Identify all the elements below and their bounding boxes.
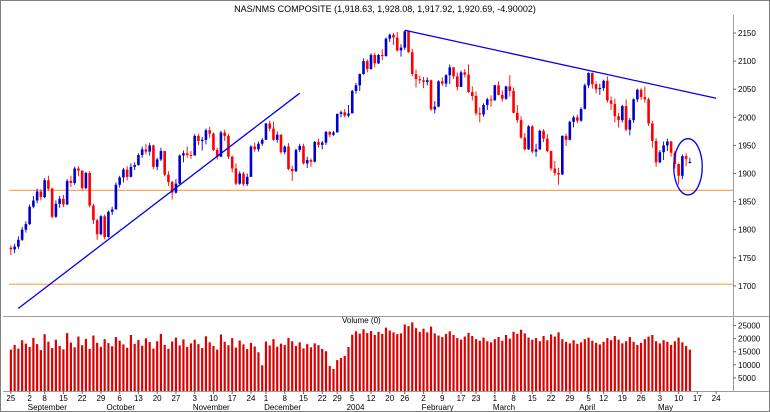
svg-text:2150: 2150: [738, 29, 756, 38]
svg-text:3: 3: [658, 394, 663, 403]
svg-text:2004: 2004: [347, 403, 365, 412]
svg-text:2: 2: [421, 394, 426, 403]
svg-text:2050: 2050: [738, 85, 756, 94]
svg-text:29: 29: [96, 394, 105, 403]
month-labels: September October November December 2004 Febr…: [28, 403, 673, 412]
svg-text:8: 8: [511, 394, 516, 403]
svg-text:1800: 1800: [738, 226, 756, 235]
svg-text:20000: 20000: [738, 335, 761, 344]
svg-text:8: 8: [282, 394, 287, 403]
svg-text:March: March: [493, 403, 515, 412]
svg-text:29: 29: [333, 394, 342, 403]
support-lines[interactable]: [9, 189, 733, 285]
candlestick-series: [9, 30, 692, 255]
highlight-ellipse[interactable]: [673, 138, 703, 196]
svg-text:17: 17: [457, 394, 466, 403]
svg-text:15: 15: [299, 394, 308, 403]
svg-text:12: 12: [367, 394, 376, 403]
svg-text:20: 20: [385, 394, 394, 403]
volume-series: [9, 322, 691, 391]
svg-text:25000: 25000: [738, 322, 761, 331]
svg-text:2000: 2000: [738, 113, 756, 122]
svg-text:May: May: [658, 403, 673, 412]
svg-text:6: 6: [117, 394, 122, 403]
svg-text:24: 24: [712, 394, 721, 403]
svg-text:10: 10: [674, 394, 683, 403]
svg-text:December: December: [264, 403, 301, 412]
svg-text:27: 27: [171, 394, 180, 403]
svg-text:17: 17: [693, 394, 702, 403]
svg-text:29: 29: [565, 394, 574, 403]
svg-text:1: 1: [264, 394, 269, 403]
svg-text:9: 9: [440, 394, 445, 403]
svg-text:22: 22: [318, 394, 327, 403]
volume-axis-labels: 25000 20000 15000 10000 5000: [733, 322, 761, 383]
volume-pane-label: Volume (0): [342, 316, 381, 325]
svg-text:1850: 1850: [738, 198, 756, 207]
svg-text:13: 13: [134, 394, 143, 403]
svg-text:September: September: [28, 403, 67, 412]
svg-text:1750: 1750: [738, 254, 756, 263]
svg-text:April: April: [579, 403, 595, 412]
svg-text:1: 1: [493, 394, 498, 403]
svg-text:15000: 15000: [738, 348, 761, 357]
date-tick-labels: 25 2 8 15 22 29 6 13 20 27 3 10 17 24 1 8 15 22 29 5 12 20 26 2…: [6, 391, 721, 403]
svg-text:24: 24: [247, 394, 256, 403]
svg-text:2100: 2100: [738, 57, 756, 66]
svg-text:5: 5: [586, 394, 591, 403]
downtrend-line[interactable]: [404, 29, 717, 99]
svg-text:November: November: [193, 403, 230, 412]
svg-text:1900: 1900: [738, 170, 756, 179]
svg-text:1700: 1700: [738, 282, 756, 291]
svg-text:25: 25: [6, 394, 15, 403]
uptrend-line[interactable]: [17, 92, 301, 309]
svg-text:October: October: [107, 403, 136, 412]
svg-text:10000: 10000: [738, 361, 761, 370]
svg-text:8: 8: [42, 394, 47, 403]
svg-text:5000: 5000: [738, 374, 756, 383]
svg-text:20: 20: [153, 394, 162, 403]
svg-text:10: 10: [209, 394, 218, 403]
svg-text:23: 23: [472, 394, 481, 403]
svg-text:15: 15: [59, 394, 68, 403]
svg-text:3: 3: [192, 394, 197, 403]
chart-title: NAS/NMS COMPOSITE (1,918.63, 1,928.08, 1…: [234, 4, 536, 14]
svg-text:26: 26: [637, 394, 646, 403]
svg-text:2: 2: [27, 394, 32, 403]
svg-text:22: 22: [78, 394, 87, 403]
svg-text:26: 26: [400, 394, 409, 403]
svg-text:February: February: [422, 403, 454, 412]
svg-text:22: 22: [547, 394, 556, 403]
svg-text:19: 19: [618, 394, 627, 403]
svg-text:17: 17: [228, 394, 237, 403]
price-axis-labels: 2150 2100 2050 2000 1950 1900 1850 1800 1750 1700: [733, 29, 756, 291]
svg-text:15: 15: [528, 394, 537, 403]
svg-text:5: 5: [350, 394, 355, 403]
svg-text:1950: 1950: [738, 141, 756, 150]
svg-text:12: 12: [599, 394, 608, 403]
